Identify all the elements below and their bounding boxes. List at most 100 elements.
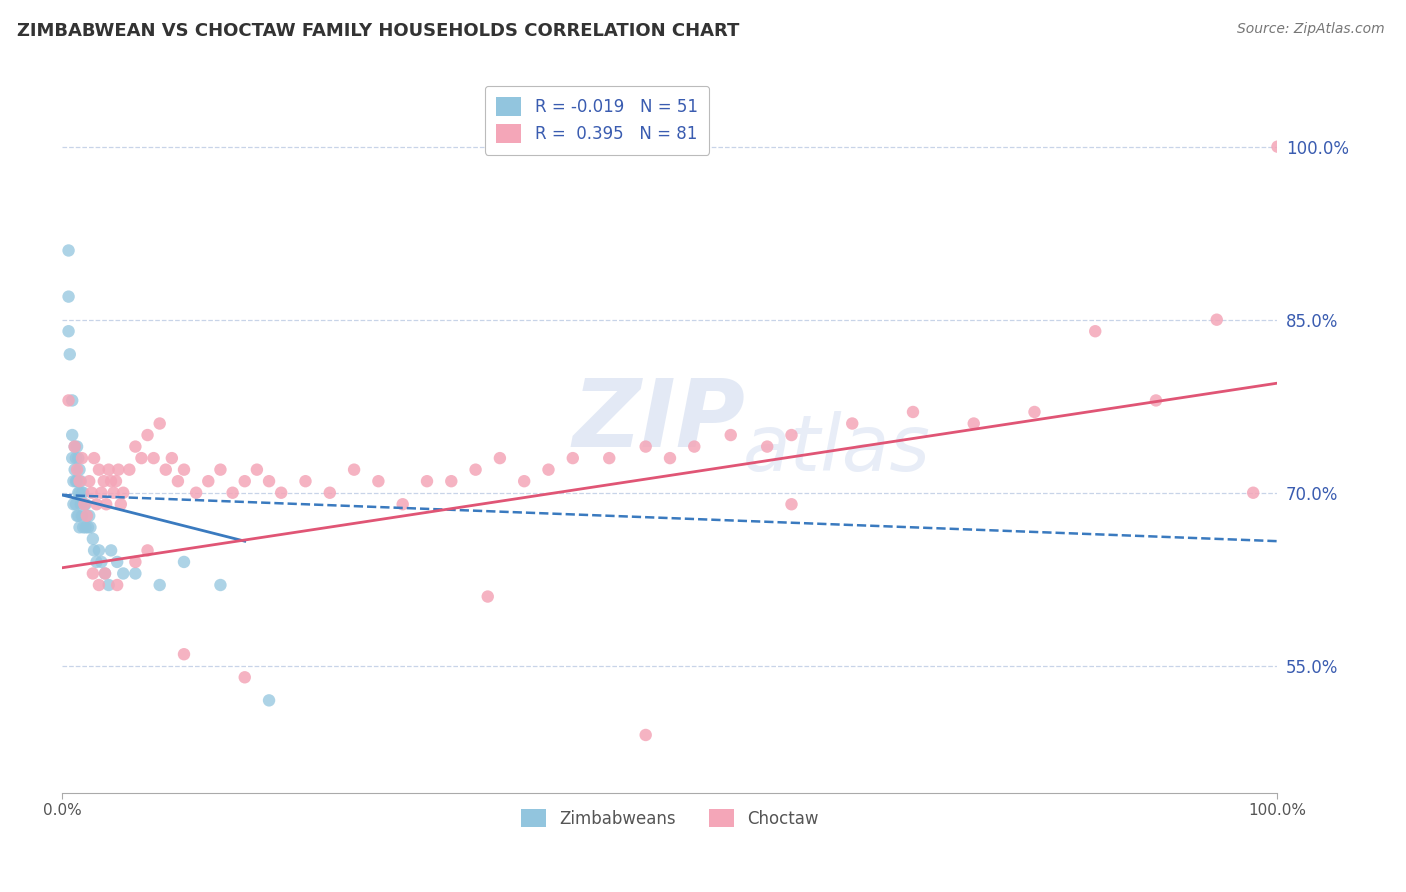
Point xyxy=(90,555,112,569)
Point xyxy=(391,497,413,511)
Point xyxy=(69,463,91,477)
Point xyxy=(87,543,110,558)
Point xyxy=(197,474,219,488)
Point xyxy=(86,555,108,569)
Point xyxy=(112,566,135,581)
Point xyxy=(83,543,105,558)
Point xyxy=(80,485,103,500)
Point xyxy=(69,520,91,534)
Point xyxy=(561,451,583,466)
Point xyxy=(69,497,91,511)
Point xyxy=(65,451,87,466)
Point xyxy=(105,578,128,592)
Point xyxy=(87,578,110,592)
Point xyxy=(963,417,986,431)
Point xyxy=(63,440,86,454)
Point xyxy=(221,485,243,500)
Point xyxy=(70,485,93,500)
Point xyxy=(149,578,172,592)
Point xyxy=(58,244,80,258)
Point xyxy=(94,566,117,581)
Text: ZIP: ZIP xyxy=(572,375,745,467)
Point xyxy=(66,463,89,477)
Point xyxy=(76,508,98,523)
Point xyxy=(83,451,105,466)
Point xyxy=(112,485,135,500)
Point xyxy=(186,485,208,500)
Point xyxy=(209,463,232,477)
Point xyxy=(72,485,94,500)
Point xyxy=(246,463,269,477)
Point xyxy=(155,463,177,477)
Point xyxy=(160,451,183,466)
Point xyxy=(537,463,560,477)
Point xyxy=(70,508,93,523)
Point xyxy=(124,566,146,581)
Point xyxy=(209,578,232,592)
Point xyxy=(257,474,280,488)
Point xyxy=(59,347,82,361)
Point xyxy=(173,555,195,569)
Point xyxy=(173,463,195,477)
Point xyxy=(124,555,146,569)
Point xyxy=(58,393,80,408)
Point xyxy=(96,497,118,511)
Point xyxy=(70,451,93,466)
Point xyxy=(513,474,536,488)
Point xyxy=(367,474,389,488)
Point xyxy=(77,508,100,523)
Point xyxy=(63,463,86,477)
Point xyxy=(77,520,100,534)
Point xyxy=(100,474,122,488)
Point xyxy=(416,474,439,488)
Point xyxy=(62,474,84,488)
Point xyxy=(79,520,101,534)
Point xyxy=(124,440,146,454)
Point xyxy=(756,440,779,454)
Point xyxy=(634,728,657,742)
Point xyxy=(77,474,100,488)
Point xyxy=(66,440,89,454)
Point xyxy=(104,474,127,488)
Point xyxy=(634,440,657,454)
Point xyxy=(97,463,120,477)
Point xyxy=(780,497,803,511)
Point xyxy=(489,451,512,466)
Point xyxy=(142,451,165,466)
Point xyxy=(67,451,90,466)
Point xyxy=(464,463,486,477)
Point xyxy=(901,405,924,419)
Point xyxy=(69,485,91,500)
Point xyxy=(136,543,159,558)
Text: atlas: atlas xyxy=(742,411,931,487)
Point xyxy=(257,693,280,707)
Text: Source: ZipAtlas.com: Source: ZipAtlas.com xyxy=(1237,22,1385,37)
Point xyxy=(90,485,112,500)
Point xyxy=(87,463,110,477)
Point xyxy=(683,440,706,454)
Point xyxy=(118,463,141,477)
Point xyxy=(65,497,87,511)
Point xyxy=(94,566,117,581)
Point xyxy=(60,428,83,442)
Point xyxy=(1084,324,1107,338)
Point xyxy=(86,497,108,511)
Text: ZIMBABWEAN VS CHOCTAW FAMILY HOUSEHOLDS CORRELATION CHART: ZIMBABWEAN VS CHOCTAW FAMILY HOUSEHOLDS … xyxy=(17,22,740,40)
Point xyxy=(58,290,80,304)
Point xyxy=(76,508,98,523)
Point xyxy=(1241,485,1264,500)
Point xyxy=(107,463,129,477)
Point xyxy=(75,520,97,534)
Point xyxy=(73,497,96,511)
Point xyxy=(167,474,190,488)
Point xyxy=(69,474,91,488)
Point xyxy=(62,497,84,511)
Point xyxy=(65,474,87,488)
Point xyxy=(66,474,89,488)
Point xyxy=(440,474,463,488)
Point xyxy=(1024,405,1046,419)
Point xyxy=(343,463,366,477)
Point xyxy=(780,428,803,442)
Point xyxy=(1205,312,1227,326)
Point xyxy=(93,474,115,488)
